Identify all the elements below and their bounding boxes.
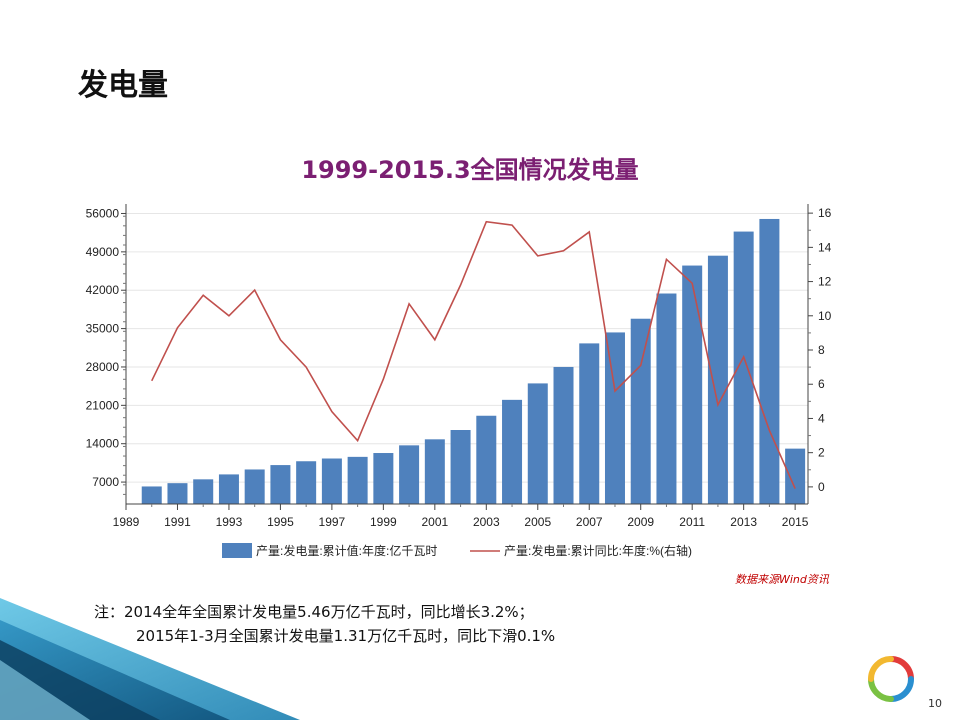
y-right-tick-label: 10 [818,309,832,323]
y-left-tick-label: 7000 [92,475,119,489]
x-tick-label: 2009 [627,515,654,529]
y-right-tick-label: 4 [818,411,825,425]
y-right-tick-label: 16 [818,206,832,220]
x-tick-label: 1995 [267,515,294,529]
x-tick-label: 1997 [319,515,346,529]
x-tick-label: 1993 [216,515,243,529]
bar [321,458,342,504]
y-right-tick-label: 12 [818,275,832,289]
y-left-tick-label: 21000 [86,398,120,412]
note-line-1: 注：2014全年全国累计发电量5.46万亿千瓦时，同比增长3.2%； [94,603,534,621]
bar [527,383,548,504]
note-line-2: 2015年1-3月全国累计发电量1.31万亿千瓦时，同比下滑0.1% [136,627,556,645]
bar [167,483,188,504]
bar [785,448,806,504]
x-tick-label: 2001 [421,515,448,529]
y-right-tick-label: 0 [818,480,825,494]
bar [373,453,394,504]
x-tick-label: 1999 [370,515,397,529]
y-left-tick-label: 35000 [86,322,120,336]
chart: 7000 14000 21000 28000 35000 42000 49000 56000 0… [86,204,832,558]
x-tick-label: 2005 [524,515,551,529]
bar [141,486,162,504]
bar [630,318,651,504]
bar [347,456,368,504]
y-left-tick-label: 14000 [86,437,120,451]
legend-swatch-bar [222,543,252,558]
x-tick-label: 2011 [679,515,705,529]
bar [502,399,523,504]
x-tick-label: 2003 [473,515,500,529]
y-right-tick-label: 2 [818,446,825,460]
y-right-tick-label: 8 [818,343,825,357]
x-tick-label: 2007 [576,515,603,529]
bar [682,265,703,504]
legend-label-bar: 产量:发电量:累计值:年度:亿千瓦时 [256,543,437,558]
page-number: 10 [928,697,942,710]
y-left-tick-label: 28000 [86,360,120,374]
data-source-label: 数据来源Wind资讯 [735,573,829,586]
y-left-tick-label: 42000 [86,283,120,297]
bar [476,415,497,504]
x-tick-label: 2013 [730,515,757,529]
chart-note: 注：2014全年全国累计发电量5.46万亿千瓦时，同比增长3.2%； 2015年… [94,600,555,648]
bar [656,293,677,504]
x-tick-label: 1989 [113,515,140,529]
x-tick-label: 1991 [164,515,191,529]
y-right-tick-label: 6 [818,377,825,391]
bar [244,469,265,504]
bar [296,461,317,504]
legend-label-line: 产量:发电量:累计同比:年度:%(右轴) [504,543,692,558]
y-left-tick-label: 49000 [86,245,120,259]
bar [707,255,728,504]
bar [579,343,600,504]
bar [193,479,214,504]
bar [604,332,625,504]
y-left-tick-label: 56000 [86,206,120,220]
series-line [151,220,796,489]
slide-title: 发电量 [78,68,168,103]
bar [270,465,291,504]
bar [553,366,574,504]
bar [759,218,780,505]
x-tick-label: 2015 [782,515,809,529]
chart-title: 1999-2015.3全国情况发电量 [301,156,639,184]
bar [218,474,239,504]
bar [733,231,754,504]
bar [399,445,420,504]
bar [450,430,471,504]
bar [424,439,445,504]
company-logo-icon [868,656,914,702]
y-right-tick-label: 14 [818,240,832,254]
